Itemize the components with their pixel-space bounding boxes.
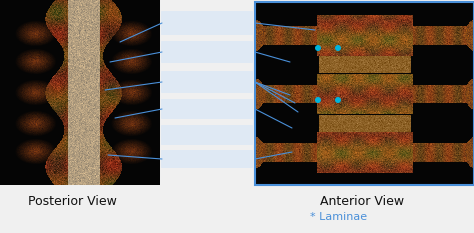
Circle shape — [335, 45, 341, 51]
Text: Posterior View: Posterior View — [27, 195, 117, 208]
FancyBboxPatch shape — [161, 125, 253, 145]
Text: Anterior View: Anterior View — [320, 195, 404, 208]
FancyBboxPatch shape — [161, 11, 253, 35]
FancyBboxPatch shape — [161, 150, 253, 168]
FancyBboxPatch shape — [161, 99, 253, 119]
Text: * Laminae: * Laminae — [310, 212, 367, 222]
Circle shape — [315, 97, 321, 103]
Bar — [255, 2, 474, 185]
FancyBboxPatch shape — [161, 41, 253, 63]
Circle shape — [335, 97, 341, 103]
Circle shape — [315, 45, 321, 51]
FancyBboxPatch shape — [161, 71, 253, 93]
